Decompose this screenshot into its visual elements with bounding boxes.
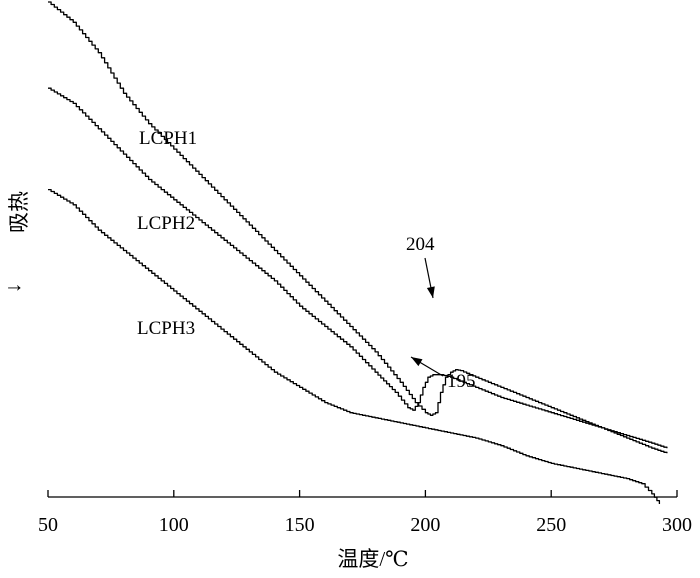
x-axis: 50 100 150 200 250 300: [38, 490, 692, 536]
x-tick-label: 250: [536, 514, 566, 536]
annotations-layer: 204 195: [406, 234, 476, 392]
curve-lcph1: [48, 1, 668, 454]
x-axis-title: 温度/℃: [337, 547, 408, 571]
series-label-lcph2: LCPH2: [137, 213, 195, 234]
annotation-label: 204: [406, 234, 435, 255]
annotation-label: 195: [447, 371, 476, 392]
x-tick-label: 150: [285, 514, 315, 536]
series-label-lcph3: LCPH3: [137, 318, 195, 339]
x-tick-label: 200: [410, 514, 440, 536]
curve-lcph2: [48, 87, 668, 449]
x-tick-label: 100: [159, 514, 189, 536]
curve-lcph3: [48, 188, 661, 504]
annotation-arrowhead: [426, 286, 435, 298]
x-tick-label: 50: [38, 514, 58, 536]
annotation-arrowhead: [411, 357, 423, 367]
y-axis-title-group: 吸热 ↓: [1, 191, 31, 293]
curves-layer: LCPH1 LCPH2 LCPH3: [48, 1, 668, 504]
series-label-lcph1: LCPH1: [139, 128, 197, 149]
y-axis-arrow: ↓: [1, 283, 25, 294]
x-tick-label: 300: [662, 514, 692, 536]
y-axis-title: 吸热: [7, 191, 31, 233]
